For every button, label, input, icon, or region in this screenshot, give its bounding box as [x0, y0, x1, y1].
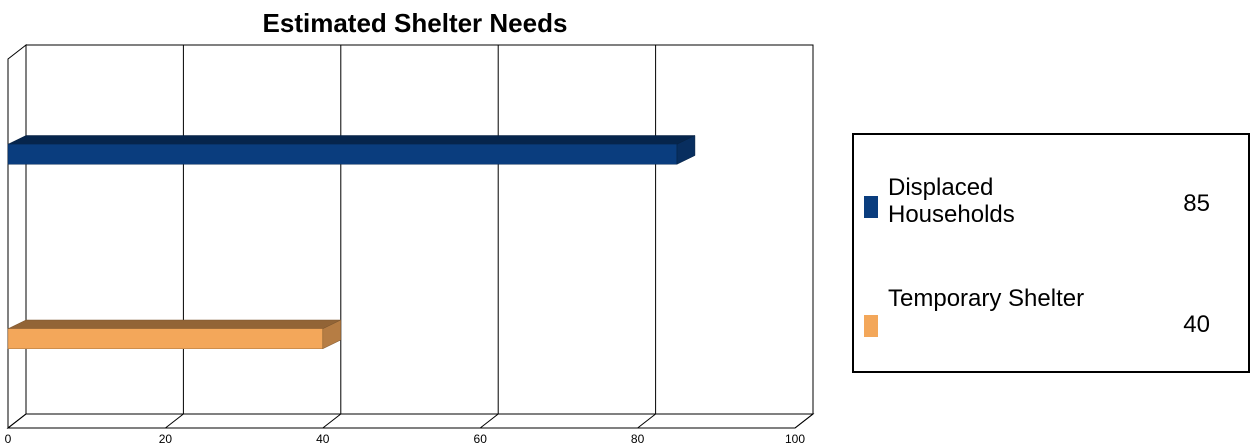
- plot-left-wall: [7, 43, 27, 430]
- floor-gridline: [322, 413, 342, 429]
- bar-chart: 0 20 40 60 80 100: [5, 43, 815, 446]
- x-tick-label: 20: [159, 432, 173, 446]
- plot-floor: [6, 413, 815, 429]
- bar-top-face: [7, 135, 696, 145]
- x-tick-label: 80: [631, 432, 645, 446]
- legend-item-temporary-shelter: Temporary Shelter 40: [854, 281, 1248, 351]
- bar-displaced-households: [7, 135, 696, 165]
- legend-swatch-temporary-shelter: [864, 315, 878, 337]
- bar-front-face: [7, 144, 678, 165]
- legend-label-displaced-households: Displaced Households: [888, 174, 1015, 228]
- legend: Displaced Households 85 Temporary Shelte…: [852, 133, 1250, 373]
- floor-gridline: [165, 413, 184, 429]
- x-tick-label: 100: [785, 432, 805, 446]
- floor-gridline: [637, 413, 656, 429]
- bar-top-face: [7, 319, 341, 329]
- floor-gridline: [794, 413, 814, 429]
- x-tick-label: 60: [474, 432, 488, 446]
- chart-title: Estimated Shelter Needs: [262, 8, 568, 38]
- legend-value-displaced-households: 85: [1183, 190, 1210, 217]
- x-tick-label: 40: [316, 432, 330, 446]
- x-tick-label: 0: [5, 432, 12, 446]
- bar-temporary-shelter: [7, 319, 342, 350]
- legend-swatch-displaced-households: [864, 196, 878, 218]
- floor-gridline: [7, 413, 27, 429]
- bar-front-face: [7, 328, 324, 349]
- plot-back-wall: [25, 44, 814, 415]
- floor-gridline: [479, 413, 499, 429]
- bar-end-face: [676, 135, 696, 165]
- legend-label-temporary-shelter: Temporary Shelter: [888, 285, 1085, 312]
- bar-end-face: [322, 319, 342, 350]
- legend-value-temporary-shelter: 40: [1183, 311, 1210, 338]
- legend-item-displaced-households: Displaced Households 85: [854, 170, 1248, 240]
